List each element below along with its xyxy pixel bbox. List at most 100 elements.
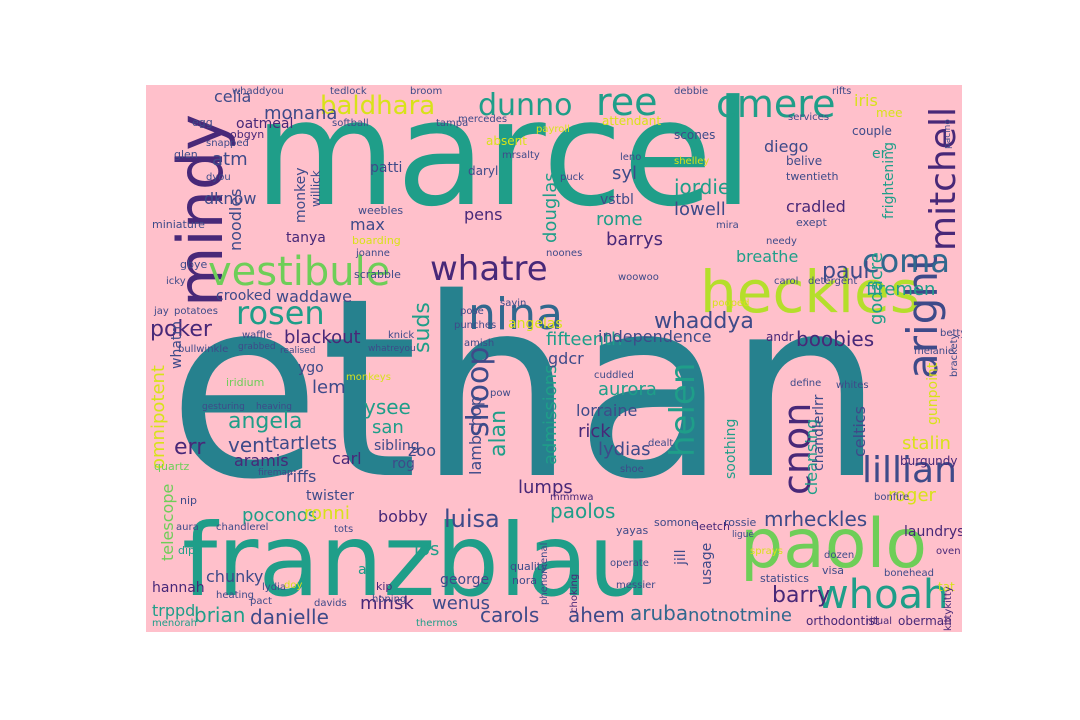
word-statistics: statistics xyxy=(760,572,810,585)
word-burgundy: burgundy xyxy=(900,454,958,468)
word-woowoo: woowoo xyxy=(618,272,659,283)
word-barrys: barrys xyxy=(606,229,663,250)
word-celia: celia xyxy=(214,87,252,106)
word-dknow: dknow xyxy=(204,189,257,208)
word-potatoes: potatoes xyxy=(174,306,218,317)
word-whatreyou: whatreyou xyxy=(368,344,416,354)
word-whaddyou: whaddyou xyxy=(232,86,284,97)
word-mercedes: mercedes xyxy=(458,114,508,125)
word-barry: barry xyxy=(772,583,831,608)
word-ree: ree xyxy=(596,85,658,124)
word-boobies: boobies xyxy=(796,327,875,351)
word-betty: betty xyxy=(940,328,962,339)
word-aurora: aurora xyxy=(598,379,657,400)
word-sibling: sibling xyxy=(374,438,420,454)
word-bobby: bobby xyxy=(378,507,428,526)
word-chandlerlrr: chandlerlrr xyxy=(811,394,827,471)
word-carols: carols xyxy=(480,603,540,627)
word-ronni: ronni xyxy=(304,503,350,524)
word-bullwinkle: bullwinkle xyxy=(178,344,229,355)
word-phenomenal: phenomenal xyxy=(539,542,550,605)
word-dyou: dyou xyxy=(206,172,231,183)
word-absent: absent xyxy=(486,134,527,148)
word-needy: needy xyxy=(766,236,797,247)
word-aramis: aramis xyxy=(234,451,289,470)
word-scrabble: scrabble xyxy=(354,268,401,281)
word-heckles: heckles xyxy=(700,258,920,326)
word-bonfire: bonfire xyxy=(874,492,910,503)
word-oberman: oberman xyxy=(898,614,952,628)
word-tots: tots xyxy=(334,524,354,535)
word-angela: angela xyxy=(228,409,303,434)
word-franzblau: franzblau xyxy=(182,502,652,619)
word-broom: broom xyxy=(410,86,443,97)
word-menorah: menorah xyxy=(152,618,197,629)
word-operate: operate xyxy=(610,558,649,569)
word-cmere: cmere xyxy=(716,85,836,126)
word-vestibule: vestibule xyxy=(208,249,391,295)
word-syl: syl xyxy=(612,163,638,184)
word-iridium: iridium xyxy=(226,376,265,389)
word-jay: jay xyxy=(154,306,169,317)
word-lem: lem xyxy=(312,377,346,398)
word-puck: puck xyxy=(560,172,584,183)
word-whites: whites xyxy=(836,380,869,391)
word-andr: andr xyxy=(766,330,794,344)
word-laundrys: laundrys xyxy=(904,524,962,540)
word-poconos: poconos xyxy=(242,505,318,526)
word-er: er xyxy=(872,146,887,162)
word-kip: kip xyxy=(376,580,393,593)
word-ahem: ahem xyxy=(568,603,625,627)
word-ysee: ysee xyxy=(364,395,411,419)
word-sprays: sprays xyxy=(750,546,783,557)
word-somone: somone xyxy=(654,516,698,529)
word-sayin: sayin xyxy=(500,298,527,309)
word-services: services xyxy=(788,112,830,123)
word-tampa: tampa xyxy=(436,118,469,129)
word-admissions: admissions xyxy=(540,364,561,465)
word-poker: poker xyxy=(150,317,212,342)
word-doy: doy xyxy=(284,580,303,591)
word-fireman: fireman xyxy=(258,468,293,478)
word-boarding: boarding xyxy=(352,234,401,247)
word-paolo: paolo xyxy=(740,505,927,584)
word-lillian: lillian xyxy=(862,450,957,491)
word-heaving: heaving xyxy=(256,402,292,412)
word-iris: iris xyxy=(854,91,878,110)
word-davids: davids xyxy=(314,598,347,609)
word-jordie: jordie xyxy=(674,175,731,199)
word-diego: diego xyxy=(764,137,809,156)
word-alan: alan xyxy=(486,409,511,457)
word-george: george xyxy=(440,572,490,588)
word-jill: jill xyxy=(673,549,689,565)
word-define: define xyxy=(790,378,822,389)
word-patti: patti xyxy=(370,160,403,176)
word-brian: brian xyxy=(194,603,246,627)
word-debbie: debbie xyxy=(674,86,709,97)
word-egg: egg xyxy=(192,116,213,129)
word-pooped: pooped xyxy=(712,298,750,309)
word-nina: nina xyxy=(468,289,563,340)
word-melanie: melanie xyxy=(914,346,955,357)
word-bonehead: bonehead xyxy=(884,568,934,579)
word-carl: carl xyxy=(332,449,362,468)
word-fifteenth: fifteenth xyxy=(546,329,623,350)
word-yayas: yayas xyxy=(616,524,649,537)
word-tat: tat xyxy=(938,580,955,594)
word-waddawe: waddawe xyxy=(276,287,352,306)
word-rog: rog xyxy=(392,456,415,472)
word-lydias: lydias xyxy=(598,439,651,460)
word-carol: carol xyxy=(774,276,799,287)
word-heating: heating xyxy=(216,590,255,601)
word-minsk: minsk xyxy=(360,593,414,614)
word-cradled: cradled xyxy=(786,197,846,216)
word-douglas: douglas xyxy=(540,172,561,243)
word-punches: punches xyxy=(454,320,497,331)
word-quality: quality xyxy=(510,560,548,573)
word-monkeys: monkeys xyxy=(346,372,391,383)
word-independence: independence xyxy=(598,327,712,346)
word-dunno: dunno xyxy=(478,88,573,123)
word-rifts: rifts xyxy=(832,86,852,97)
word-tanya: tanya xyxy=(286,230,326,246)
word-trppd: trppd xyxy=(152,601,196,620)
